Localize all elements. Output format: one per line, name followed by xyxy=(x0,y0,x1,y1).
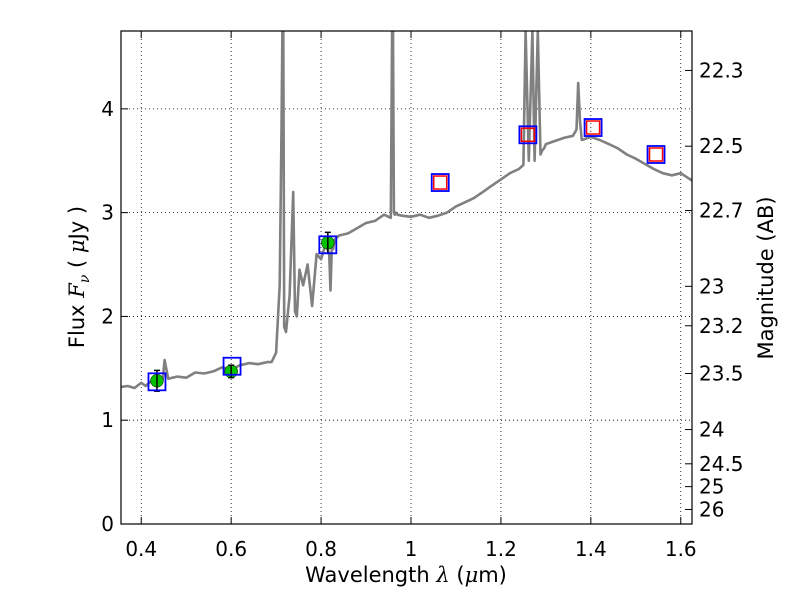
model-box-4 xyxy=(518,125,538,145)
model-box-2 xyxy=(318,235,338,255)
y2-tick-label-2: 22.7 xyxy=(699,199,744,223)
spectrum-layer xyxy=(121,31,692,390)
x-tick-label-6: 1.6 xyxy=(665,537,697,561)
x-axis-title: Wavelength λ (μm) xyxy=(305,563,507,587)
x-tick-labels: 0.4 0.6 0.8 1 1.2 1.4 1.6 xyxy=(125,537,696,561)
model-box-6 xyxy=(646,145,666,164)
y-tick-labels: 0 1 2 3 4 xyxy=(101,97,114,536)
y-axis-title: Flux Fν ( μJy ) xyxy=(65,206,93,348)
x-tick-label-0: 0.4 xyxy=(125,537,157,561)
y2-tick-label-5: 23.5 xyxy=(699,362,744,386)
limit-box-2 xyxy=(585,120,601,135)
y2-tick-label-1: 22.5 xyxy=(699,134,744,158)
y-tick-label-3: 3 xyxy=(101,201,114,225)
y2-tick-label-0: 22.3 xyxy=(699,58,744,82)
x-tick-label-3: 1 xyxy=(405,537,418,561)
grid-lines xyxy=(121,31,692,524)
model-box-1 xyxy=(222,356,242,376)
model-box-3 xyxy=(430,173,450,192)
spectrum-line xyxy=(121,31,692,390)
axis-ticks xyxy=(121,31,692,525)
y-tick-label-2: 2 xyxy=(101,304,114,328)
y2-tick-label-7: 24.5 xyxy=(699,452,744,476)
y2-tick-label-3: 23 xyxy=(699,274,724,298)
limit-box-3 xyxy=(648,147,664,162)
y2-tick-label-4: 23.2 xyxy=(699,314,744,338)
y2-tick-label-6: 24 xyxy=(699,418,724,442)
model-box-5 xyxy=(583,118,603,137)
plot-frame xyxy=(120,30,693,525)
limit-box-0 xyxy=(432,175,448,190)
limit-box-1 xyxy=(520,127,536,143)
x-tick-label-2: 0.8 xyxy=(305,537,337,561)
x-tick-label-4: 1.2 xyxy=(485,537,517,561)
y-tick-label-0: 0 xyxy=(101,512,114,536)
y-tick-label-1: 1 xyxy=(101,408,114,432)
y2-tick-label-8: 25 xyxy=(699,475,724,499)
y2-axis-title: Magnitude (AB) xyxy=(754,196,778,359)
x-tick-label-5: 1.4 xyxy=(575,537,607,561)
y-tick-label-4: 4 xyxy=(101,97,114,121)
x-tick-label-1: 0.6 xyxy=(215,537,247,561)
photometry-layer xyxy=(147,118,666,392)
y2-tick-label-9: 26 xyxy=(699,497,724,521)
model-box-0 xyxy=(147,372,167,392)
